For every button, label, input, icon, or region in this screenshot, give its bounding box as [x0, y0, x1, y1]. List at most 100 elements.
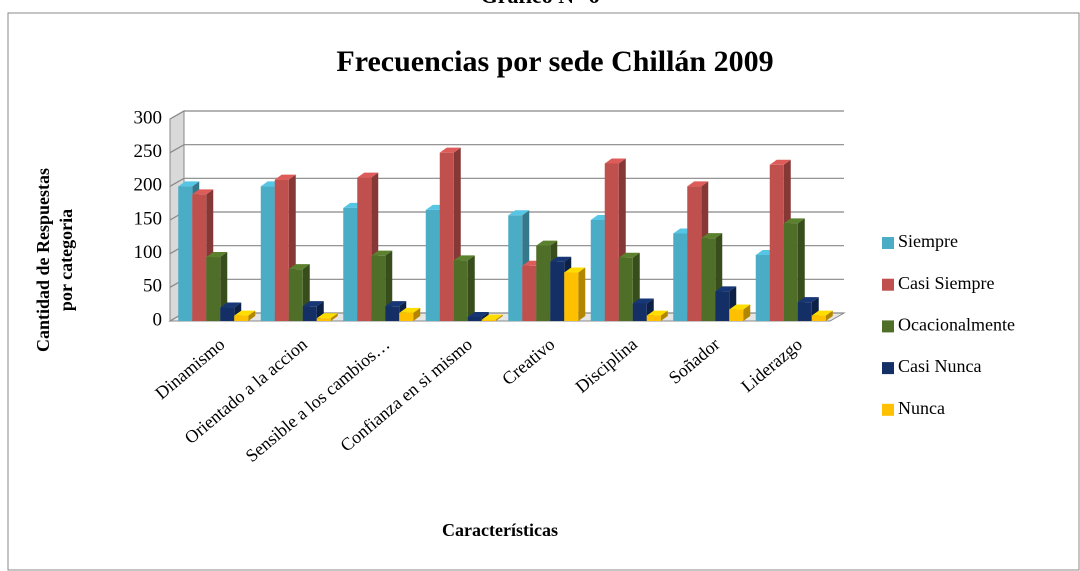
- bar: [508, 215, 523, 321]
- bar: [715, 291, 730, 321]
- bar-side: [825, 310, 833, 321]
- bar-side: [248, 310, 256, 321]
- bar: [646, 315, 661, 321]
- bar-top: [632, 298, 654, 304]
- bar: [564, 272, 579, 321]
- bar: [206, 257, 221, 321]
- bar-side: [660, 310, 668, 321]
- y-axis-title: Cantidad de Respuestas: [33, 168, 53, 352]
- bar: [302, 306, 317, 321]
- bar-top: [439, 147, 461, 153]
- bar-top: [783, 218, 805, 224]
- bar-top: [811, 310, 833, 316]
- grid-line: [169, 110, 844, 120]
- bar-top: [508, 210, 530, 216]
- bar: [288, 269, 303, 321]
- bar: [192, 194, 207, 321]
- legend-swatch: [882, 320, 894, 333]
- legend-label: Casi Nunca: [898, 356, 981, 376]
- bar: [234, 315, 249, 321]
- bar-side: [743, 304, 751, 321]
- bar-top: [481, 314, 503, 320]
- bar-side: [413, 307, 421, 321]
- bar-top: [467, 311, 489, 317]
- bar-top: [604, 158, 626, 164]
- bar-top: [234, 310, 256, 316]
- legend-swatch: [882, 237, 894, 249]
- y-tick-label: 150: [134, 208, 163, 229]
- bar: [687, 186, 702, 321]
- legend-label: Nunca: [898, 398, 945, 418]
- bar-top: [192, 189, 214, 195]
- bar: [783, 223, 798, 321]
- y-tick-label: 100: [134, 242, 163, 263]
- bar-side: [220, 252, 228, 321]
- bar: [467, 316, 482, 321]
- bar-top: [206, 252, 228, 258]
- bar: [357, 177, 372, 321]
- bar-top: [536, 240, 558, 246]
- page-title: Gráfico N° 6: [481, 0, 600, 8]
- bar: [316, 318, 331, 321]
- y-tick-label: 0: [153, 309, 163, 330]
- bar-top: [769, 159, 791, 165]
- bar-side: [797, 218, 805, 321]
- bar-top: [701, 233, 723, 239]
- bar-side: [578, 267, 586, 321]
- bar-top: [453, 255, 475, 261]
- bar: [755, 255, 770, 321]
- title-mask: [450, 0, 650, 12]
- bar-top: [178, 181, 200, 187]
- y-tick-label: 200: [134, 175, 163, 196]
- y-tick-label: 300: [134, 107, 163, 128]
- bar: [385, 306, 400, 321]
- bar-top: [371, 250, 393, 256]
- bar-top: [729, 304, 751, 310]
- legend-swatch: [882, 278, 894, 291]
- bar-top: [220, 302, 242, 308]
- bar: [439, 152, 454, 321]
- y-tick-label: 50: [143, 276, 162, 297]
- bar-side: [330, 313, 338, 321]
- bar-top: [797, 297, 819, 303]
- bar-top: [687, 181, 709, 187]
- bar-side: [467, 255, 475, 321]
- bar: [550, 261, 565, 321]
- bar: [811, 315, 826, 321]
- bar: [343, 207, 358, 321]
- grid-line: [169, 144, 844, 154]
- bar: [453, 260, 468, 321]
- bar: [618, 257, 633, 321]
- bar: [632, 303, 647, 321]
- legend-label: Ocacionalmente: [898, 315, 1015, 335]
- bar: [673, 233, 688, 321]
- bar-top: [302, 301, 324, 307]
- bar: [536, 245, 551, 321]
- bar: [590, 220, 605, 321]
- chart-title: Frecuencias por sede Chillán 2009: [336, 45, 773, 78]
- bar: [220, 307, 235, 321]
- bar: [260, 186, 275, 321]
- legend-label: Siempre: [898, 231, 958, 251]
- x-axis-title: Características: [442, 520, 558, 540]
- bar-top: [550, 256, 572, 262]
- bar: [274, 179, 289, 321]
- bar-top: [357, 172, 379, 178]
- bar: [425, 209, 440, 321]
- bar: [399, 312, 414, 321]
- bar-top: [564, 267, 586, 273]
- bar: [178, 186, 193, 321]
- bar: [797, 302, 812, 321]
- bar-top: [385, 301, 407, 307]
- bar-top: [316, 313, 338, 319]
- bar: [769, 164, 784, 321]
- y-tick-label: 250: [134, 141, 163, 162]
- bar-top: [399, 307, 421, 313]
- legend-swatch: [882, 403, 894, 416]
- legend-label: Casi Siempre: [898, 273, 995, 293]
- legend-swatch: [882, 362, 894, 375]
- bar: [729, 309, 744, 321]
- bar: [522, 265, 537, 321]
- bar-top: [646, 310, 668, 316]
